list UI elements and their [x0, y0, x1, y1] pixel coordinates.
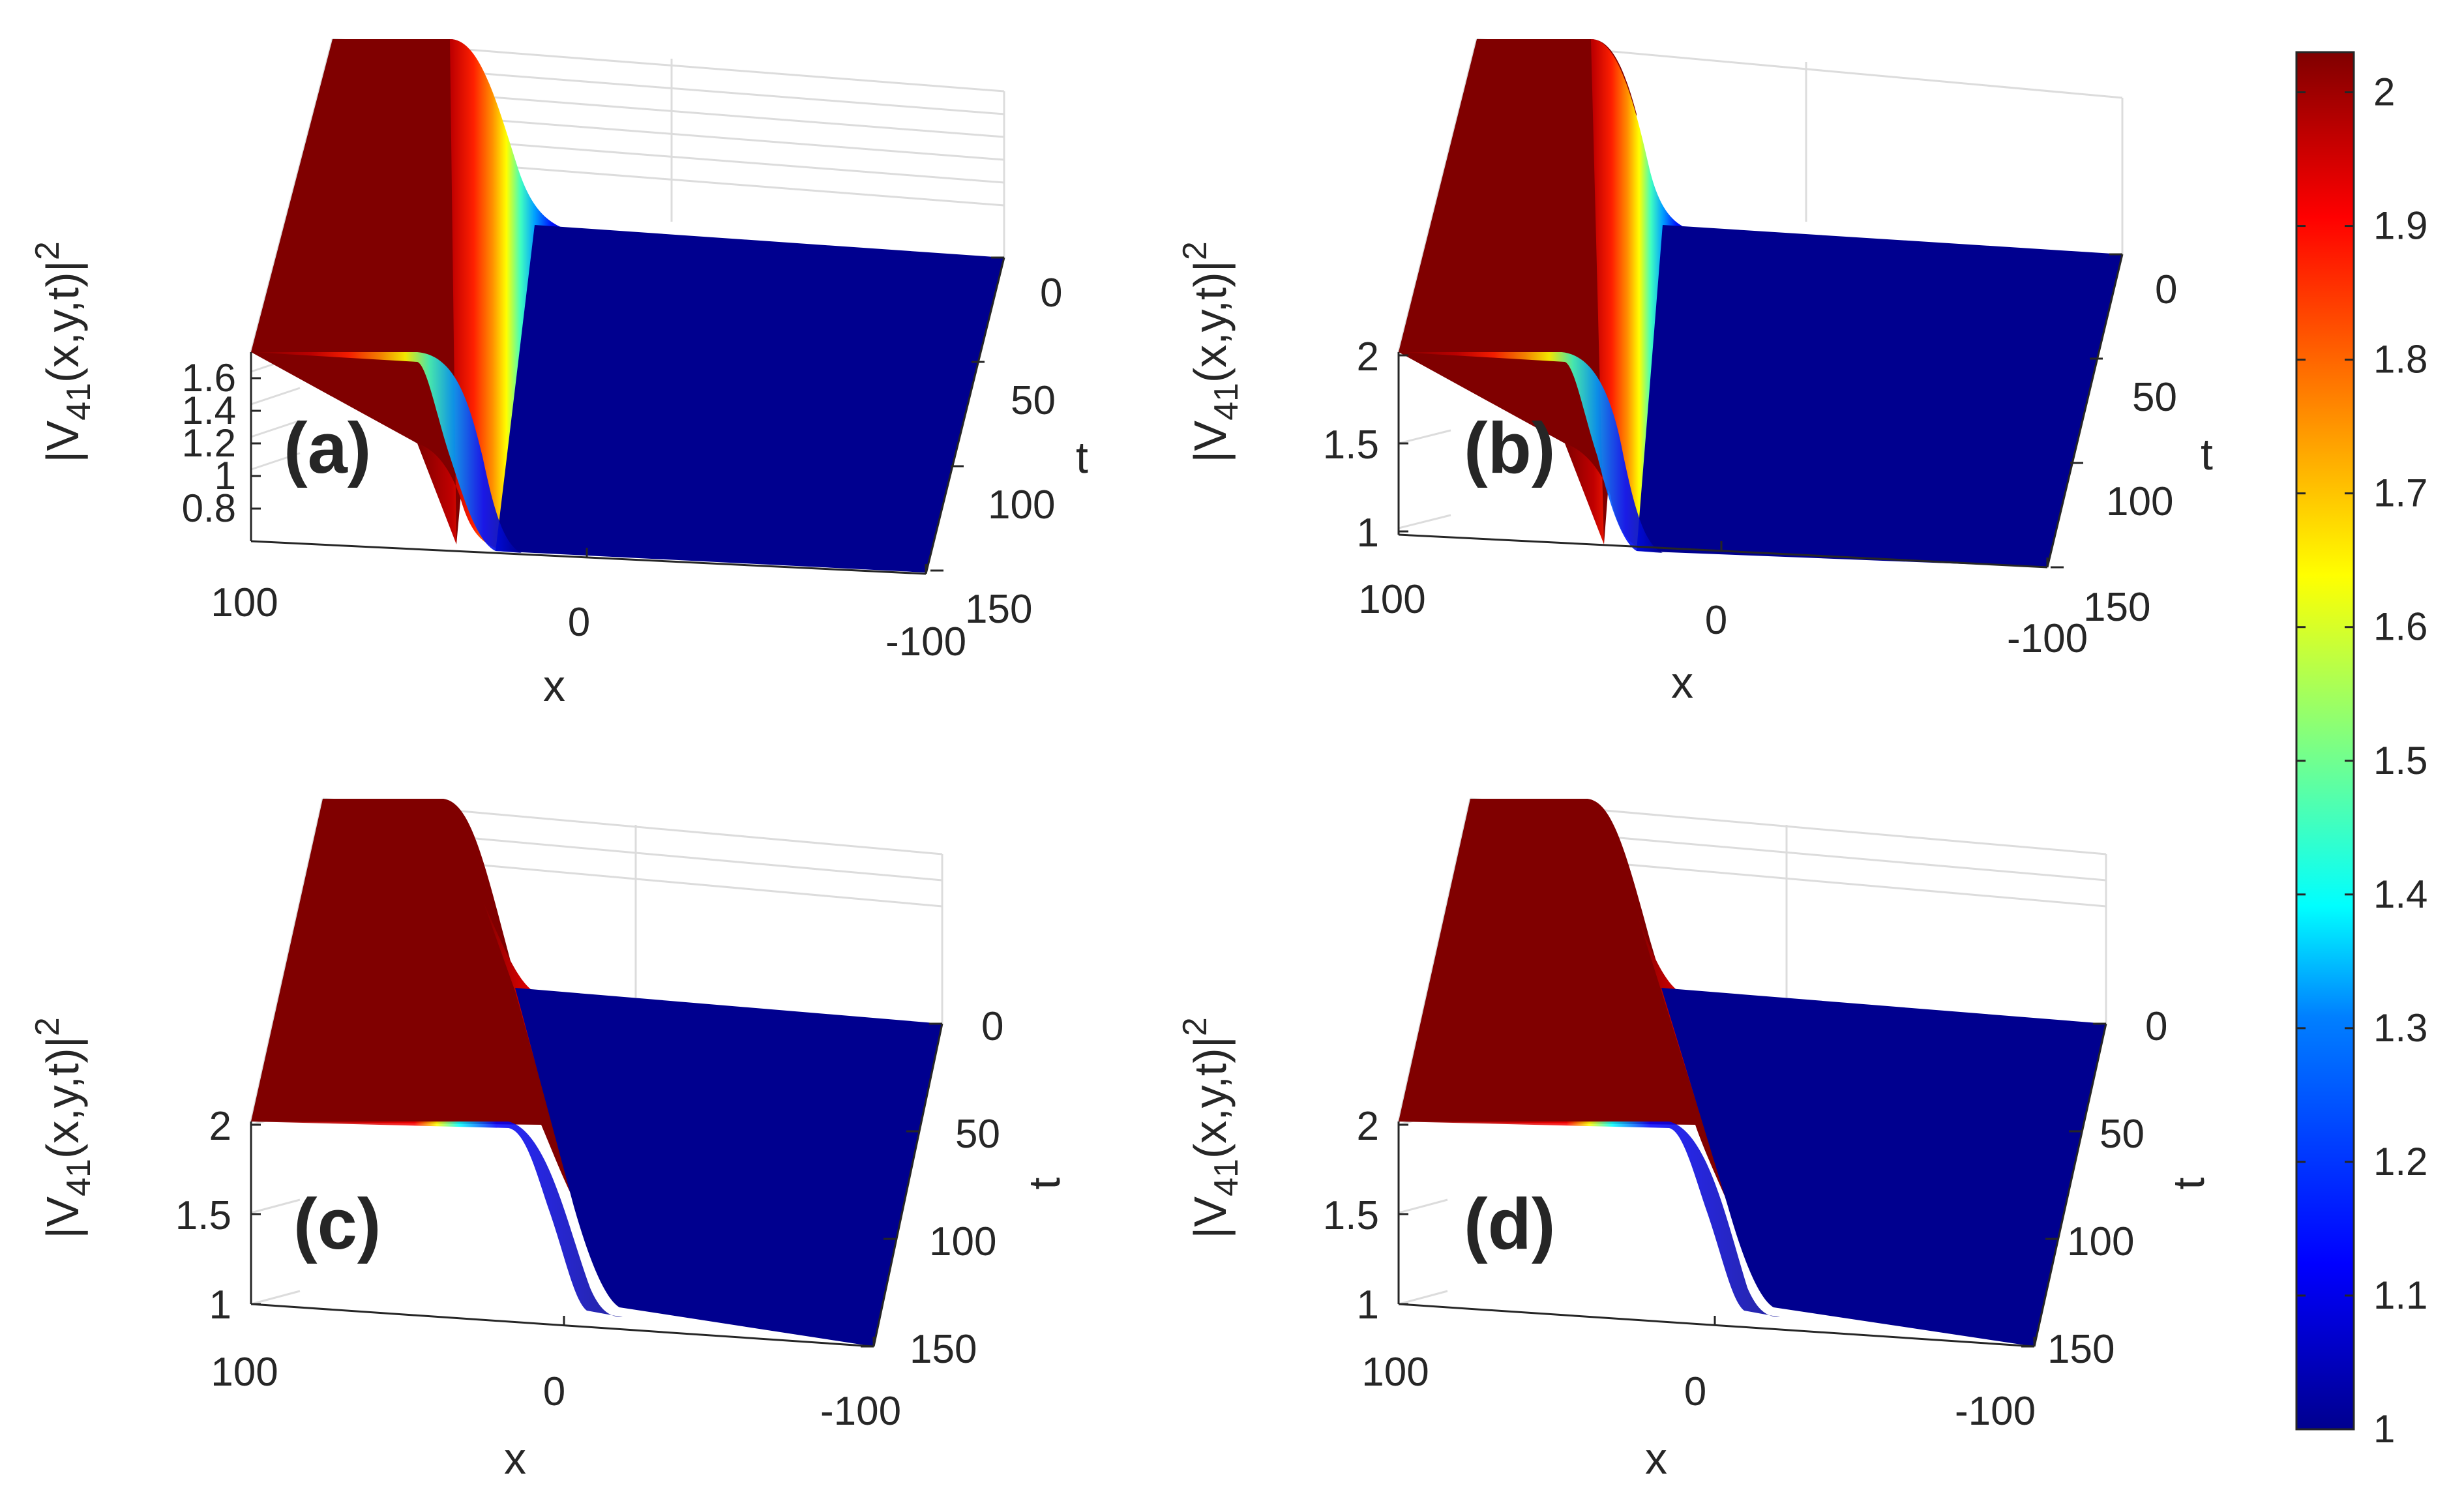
- t-axis-label: t: [2164, 1177, 2214, 1189]
- t-tick-label: 150: [910, 1327, 977, 1372]
- surface-low-plateau: [1637, 225, 2122, 567]
- x-tick-label: -100: [820, 1389, 901, 1434]
- surface-low-plateau: [496, 225, 1004, 572]
- z-tick-label: 1.2: [182, 421, 236, 465]
- z-tick-label: 1.4: [182, 389, 236, 432]
- x-tick-label: 100: [1358, 577, 1425, 622]
- t-tick-label: 100: [2106, 479, 2173, 524]
- t-tick-label: 50: [2132, 375, 2177, 420]
- z-axis-label: |V41(x,y,t)|2: [1176, 1017, 1245, 1239]
- t-tick-label: 100: [2067, 1219, 2134, 1264]
- colorbar-tick-label: 1.7: [2373, 471, 2427, 515]
- x-tick-label: 0: [1684, 1369, 1706, 1414]
- surface-high-plateau: [1399, 799, 1728, 1203]
- x-tick-label: 0: [543, 1369, 565, 1414]
- t-tick-label: 100: [988, 483, 1055, 528]
- axes: [250, 1022, 943, 1348]
- z-tick-label: 1.6: [182, 356, 236, 400]
- surface-front-face: [251, 1122, 623, 1317]
- x-tick-label: -100: [1955, 1389, 2036, 1434]
- x-tick-label: -100: [885, 619, 966, 664]
- surface-low-plateau: [1661, 988, 2106, 1346]
- colorbar-tick-label: 2: [2373, 70, 2395, 114]
- z-tick-label: 2: [1357, 334, 1379, 379]
- z-tick-label: 1: [1357, 1283, 1379, 1328]
- panel-c: 1 1.5 2 100 0 -100 0 50 100 150 x t |V41…: [29, 797, 1069, 1483]
- colorbar-tick-label: 1.4: [2373, 872, 2427, 916]
- z-tick-label: 1: [215, 454, 236, 498]
- surface-front-face: [251, 352, 522, 553]
- z-axis-label: |V41(x,y,t)|2: [1176, 241, 1245, 463]
- panel-a: 0.8 1 1.2 1.4 1.6 100 0 -100 0 50 100 15…: [29, 38, 1088, 711]
- panel-label: (c): [293, 1184, 381, 1264]
- colorbar-gradient: [2295, 51, 2355, 1431]
- z-axis-label: |V41(x,y,t)|2: [29, 241, 98, 463]
- x-axis-label: x: [504, 1434, 526, 1483]
- colorbar: 1 1.1 1.2 1.3 1.4 1.5 1.6 1.7 1.8 1.9 2: [2295, 51, 2427, 1451]
- t-tick-label: 150: [2083, 585, 2150, 630]
- z-tick-label: 2: [1357, 1104, 1379, 1149]
- t-tick-label: 150: [2047, 1327, 2115, 1372]
- t-tick-label: 50: [2100, 1112, 2145, 1157]
- z-tick-label: 2: [209, 1104, 231, 1149]
- colorbar-tick-label: 1.5: [2373, 739, 2427, 782]
- t-tick-label: 50: [1011, 378, 1056, 423]
- z-tick-label: 1.5: [1323, 1193, 1379, 1238]
- t-tick-label: 0: [981, 1004, 1003, 1049]
- x-tick-label: 100: [211, 1350, 278, 1395]
- surface-front-face: [1399, 1122, 1780, 1317]
- x-tick-label: 0: [1705, 598, 1727, 643]
- surface-high-plateau: [1399, 39, 1637, 544]
- t-axis-label: t: [2201, 430, 2213, 479]
- z-tick-label: 0.8: [182, 486, 236, 530]
- colorbar-tick-label: 1.6: [2373, 605, 2427, 649]
- colorbar-tick-label: 1.8: [2373, 338, 2427, 381]
- z-tick-label: 1: [209, 1283, 231, 1328]
- colorbar-tick-label: 1: [2373, 1407, 2395, 1451]
- colorbar-tick-label: 1.9: [2373, 204, 2427, 248]
- panel-label: (d): [1464, 1184, 1555, 1264]
- surface-low-plateau: [515, 988, 942, 1346]
- surface-high-plateau: [251, 39, 496, 544]
- x-tick-label: 100: [211, 580, 278, 625]
- z-axis-label: |V41(x,y,t)|2: [29, 1017, 98, 1239]
- z-tick-label: 1: [1357, 511, 1379, 556]
- axes: [1397, 1022, 2107, 1348]
- t-axis-label: t: [1020, 1177, 1069, 1189]
- axes: [1397, 253, 2124, 569]
- t-tick-label: 0: [2145, 1004, 2167, 1049]
- x-axis-label: x: [543, 661, 565, 711]
- panel-label: (a): [284, 408, 371, 488]
- axes: [250, 256, 1005, 575]
- panel-b: 1 1.5 2 100 0 -100 0 50 100 150 x t |V41…: [1176, 38, 2213, 707]
- x-axis-label: x: [1671, 658, 1693, 707]
- colorbar-tick-label: 1.1: [2373, 1273, 2427, 1317]
- t-axis-label: t: [1076, 433, 1088, 483]
- x-tick-label: 100: [1361, 1350, 1429, 1395]
- colorbar-tick-label: 1.3: [2373, 1006, 2427, 1050]
- t-tick-label: 100: [929, 1219, 996, 1264]
- colorbar-ticks: 1 1.1 1.2 1.3 1.4 1.5 1.6 1.7 1.8 1.9 2: [2296, 70, 2427, 1451]
- t-tick-label: 0: [2155, 267, 2177, 312]
- z-tick-label: 1.5: [175, 1193, 231, 1238]
- colorbar-tick-label: 1.2: [2373, 1140, 2427, 1183]
- z-tick-label: 1.5: [1323, 423, 1379, 468]
- surface-front-face: [1399, 352, 1663, 553]
- panel-label: (b): [1464, 408, 1555, 488]
- t-tick-label: 0: [1040, 271, 1062, 316]
- x-axis-label: x: [1645, 1434, 1667, 1483]
- x-tick-label: 0: [568, 600, 590, 645]
- x-tick-label: -100: [2007, 616, 2088, 661]
- t-tick-label: 150: [965, 587, 1032, 632]
- panel-d: 1 1.5 2 100 0 -100 0 50 100 150 x t |V41…: [1176, 797, 2214, 1483]
- t-tick-label: 50: [955, 1112, 1000, 1157]
- surface-high-plateau: [251, 799, 574, 1200]
